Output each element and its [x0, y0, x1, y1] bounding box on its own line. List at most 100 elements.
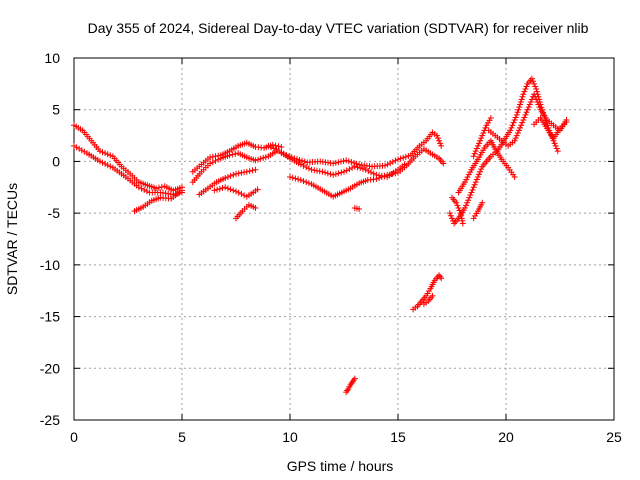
data-point [429, 292, 436, 299]
data-point [521, 114, 528, 121]
data-point [530, 78, 536, 85]
data-point [138, 185, 145, 192]
data-point [252, 166, 259, 173]
data-point [467, 192, 474, 199]
data-point [384, 161, 391, 168]
data-point [222, 184, 229, 191]
data-point [478, 135, 485, 142]
x-tick-label: 5 [178, 429, 186, 445]
data-point [78, 147, 85, 154]
data-point [322, 169, 329, 176]
data-point [262, 154, 269, 161]
grid [74, 58, 614, 420]
data-point [447, 212, 454, 219]
data-point [211, 187, 218, 194]
data-point [370, 170, 377, 177]
data-point [278, 150, 285, 157]
data-point [265, 142, 272, 149]
chart-title: Day 355 of 2024, Sidereal Day-to-day VTE… [88, 20, 589, 36]
data-point [249, 167, 256, 174]
data-point [303, 164, 310, 171]
data-point [300, 162, 307, 169]
data-point [477, 137, 484, 144]
series-seg17 [446, 75, 561, 227]
data-point [392, 170, 399, 177]
y-axis-label: SDTVAR / TECUs [4, 183, 20, 295]
data-point [518, 122, 525, 129]
data-point [305, 165, 312, 172]
data-point [209, 159, 216, 166]
data-point [102, 150, 109, 157]
data-point [382, 162, 389, 169]
plot-frame [73, 57, 615, 421]
data-point [96, 158, 103, 165]
data-point [512, 135, 519, 142]
data-point [76, 145, 83, 152]
data-point [479, 132, 486, 139]
data-point [397, 155, 404, 162]
data-point [227, 172, 234, 179]
data-point [99, 159, 106, 166]
data-point [216, 185, 223, 192]
data-point [287, 173, 293, 180]
data-point [450, 217, 457, 224]
data-point [291, 155, 298, 162]
data-point [378, 173, 385, 180]
data-point [362, 166, 369, 173]
data-point [73, 144, 80, 151]
data-point [332, 171, 339, 178]
data-point [532, 83, 539, 90]
data-point [509, 122, 516, 129]
data-point [515, 127, 522, 134]
data-point [440, 160, 447, 167]
data-point [143, 188, 150, 195]
data-point [434, 135, 441, 142]
data-point [465, 197, 472, 204]
data-point [260, 154, 267, 161]
data-point [446, 210, 453, 217]
data-point [526, 101, 533, 108]
data-point [212, 157, 219, 164]
data-point [353, 160, 360, 167]
data-point [301, 158, 308, 165]
data-point [389, 170, 396, 177]
data-point [466, 194, 473, 201]
data-point [463, 202, 470, 209]
data-point [335, 170, 342, 177]
data-point [553, 145, 560, 152]
data-point [520, 117, 527, 124]
data-point [510, 119, 517, 126]
data-point [516, 104, 523, 111]
data-point [459, 220, 466, 227]
data-point [402, 153, 409, 160]
data-point [511, 137, 518, 144]
data-point [141, 186, 148, 193]
data-point [473, 145, 480, 152]
data-point [295, 176, 302, 183]
data-point [474, 142, 481, 149]
data-point [479, 199, 486, 206]
data-point [275, 143, 282, 150]
data-point [470, 184, 477, 191]
series-seg19 [470, 199, 486, 222]
series-seg22 [531, 114, 570, 142]
data-point [471, 150, 478, 157]
series-seg3 [131, 187, 185, 215]
data-point [349, 164, 356, 171]
data-point [297, 177, 304, 184]
data-point [365, 167, 372, 174]
series-seg11 [287, 146, 447, 200]
data-point [219, 185, 226, 192]
data-point [459, 217, 466, 224]
data-point [533, 88, 540, 95]
data-point [207, 154, 214, 161]
x-tick-label: 25 [606, 429, 622, 445]
series-seg18 [455, 137, 518, 196]
data-point [296, 156, 303, 163]
ticks [73, 57, 615, 421]
data-point [314, 167, 320, 174]
data-point [512, 114, 519, 121]
data-point [433, 132, 440, 139]
data-point [232, 150, 239, 157]
